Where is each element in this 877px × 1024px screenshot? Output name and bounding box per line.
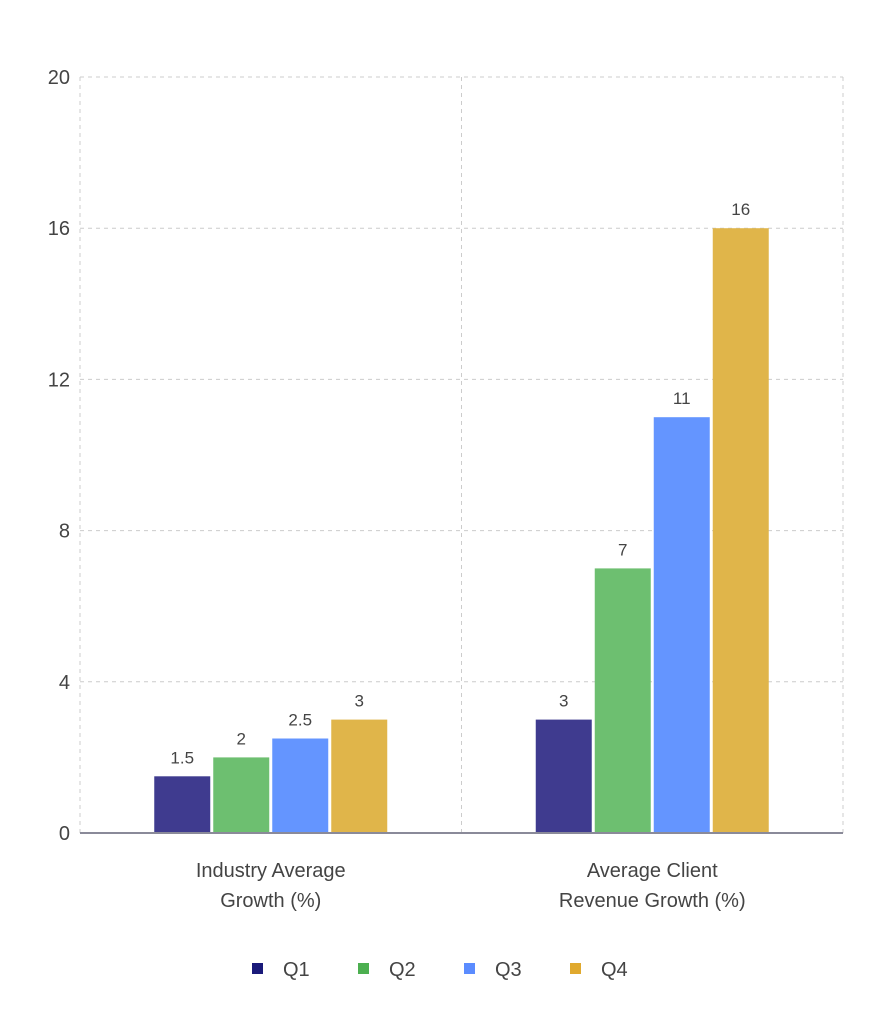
legend-swatch-q3 [464,963,475,974]
legend-label-q2: Q2 [389,959,416,981]
data-label: 16 [731,200,750,219]
data-label: 7 [618,540,627,559]
legend-swatch-q1 [252,963,263,974]
y-tick-label: 12 [48,369,70,391]
legend-label-q3: Q3 [495,959,522,981]
data-label: 1.5 [170,748,194,767]
data-label: 3 [559,692,568,711]
bar-q4-2 [712,228,769,833]
y-tick-label: 16 [48,218,70,240]
y-tick-label: 20 [48,67,70,89]
x-tick-label: Average Client Revenue Growth (%) [559,860,746,912]
data-label: 2.5 [288,711,312,730]
x-tick-label: Industry Average Growth (%) [196,860,346,912]
bar-q4-1 [331,719,388,833]
legend-label-q4: Q4 [601,959,628,981]
legend-swatch-q2 [358,963,369,974]
y-tick-label: 4 [59,672,70,694]
bar-q1-2 [535,719,592,833]
legend-label-q1: Q1 [283,959,310,981]
data-label: 11 [673,389,691,408]
bar-q2-2 [594,568,651,833]
bar-q3-1 [272,738,329,833]
bar-q3-2 [653,417,710,833]
y-tick-label: 0 [59,823,70,845]
data-label: 2 [237,729,246,748]
data-label: 3 [355,692,364,711]
legend-swatch-q4 [570,963,581,974]
bar-q2-1 [213,757,270,833]
y-tick-label: 8 [59,521,70,543]
bar-q1-1 [154,776,211,833]
